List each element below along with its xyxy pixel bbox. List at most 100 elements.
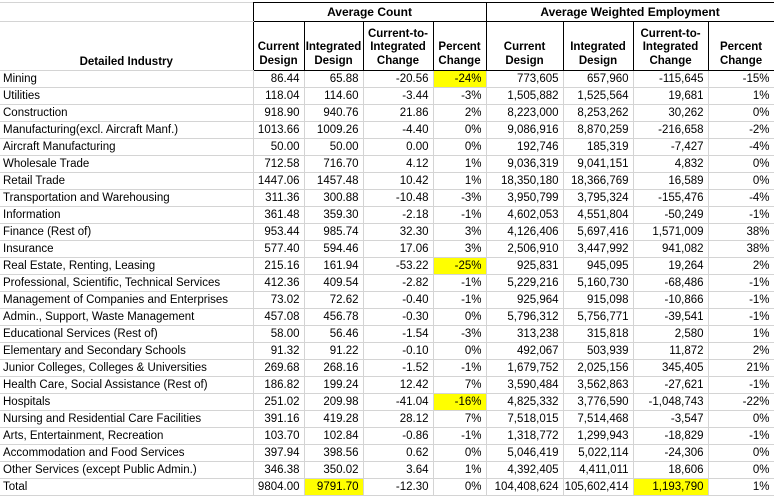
- value-cell[interactable]: 300.88: [303, 189, 364, 207]
- value-cell[interactable]: 2%: [707, 257, 774, 275]
- value-cell[interactable]: 1,505,882: [485, 87, 564, 105]
- value-cell[interactable]: 945,095: [562, 257, 634, 275]
- value-cell[interactable]: 925,831: [485, 257, 564, 275]
- industry-cell[interactable]: Junior Colleges, Colleges & Universities: [0, 359, 254, 377]
- value-cell[interactable]: 102.84: [303, 427, 364, 445]
- industry-cell[interactable]: Professional, Scientific, Technical Serv…: [0, 274, 254, 292]
- value-cell[interactable]: 5,796,312: [485, 308, 564, 326]
- value-cell[interactable]: 1457.48: [303, 172, 364, 190]
- value-cell[interactable]: 5,022,114: [562, 444, 634, 462]
- value-cell[interactable]: 2%: [707, 342, 774, 360]
- highlighted-value-cell[interactable]: -16%: [432, 393, 487, 411]
- value-cell[interactable]: 11,872: [632, 342, 709, 360]
- value-cell[interactable]: 3.64: [362, 461, 434, 479]
- value-cell[interactable]: 419.28: [303, 410, 364, 428]
- value-cell[interactable]: -10,866: [632, 291, 709, 309]
- highlighted-value-cell[interactable]: -24%: [432, 70, 487, 88]
- value-cell[interactable]: 4,825,332: [485, 393, 564, 411]
- value-cell[interactable]: 345,405: [632, 359, 709, 377]
- value-cell[interactable]: -1%: [432, 291, 487, 309]
- value-cell[interactable]: -10.48: [362, 189, 434, 207]
- value-cell[interactable]: 0%: [707, 410, 774, 428]
- value-cell[interactable]: -7,427: [632, 138, 709, 156]
- value-cell[interactable]: 315,818: [562, 325, 634, 343]
- value-cell[interactable]: 503,939: [562, 342, 634, 360]
- value-cell[interactable]: 28.12: [362, 410, 434, 428]
- value-cell[interactable]: 38%: [707, 223, 774, 241]
- value-cell[interactable]: -155,476: [632, 189, 709, 207]
- value-cell[interactable]: 5,229,216: [485, 274, 564, 292]
- value-cell[interactable]: 50.00: [252, 138, 305, 156]
- value-cell[interactable]: -1%: [707, 206, 774, 224]
- value-cell[interactable]: 953.44: [252, 223, 305, 241]
- value-cell[interactable]: -3%: [432, 189, 487, 207]
- value-cell[interactable]: 3,776,590: [562, 393, 634, 411]
- value-cell[interactable]: 268.16: [303, 359, 364, 377]
- value-cell[interactable]: -15%: [707, 70, 774, 88]
- value-cell[interactable]: 1,318,772: [485, 427, 564, 445]
- value-cell[interactable]: 361.48: [252, 206, 305, 224]
- value-cell[interactable]: 4,832: [632, 155, 709, 173]
- industry-cell[interactable]: Wholesale Trade: [0, 155, 254, 173]
- value-cell[interactable]: -1,048,743: [632, 393, 709, 411]
- value-cell[interactable]: 4,126,406: [485, 223, 564, 241]
- value-cell[interactable]: -27,621: [632, 376, 709, 394]
- value-cell[interactable]: -2.82: [362, 274, 434, 292]
- value-cell[interactable]: -3%: [432, 325, 487, 343]
- value-cell[interactable]: 657,960: [562, 70, 634, 88]
- value-cell[interactable]: 0%: [432, 138, 487, 156]
- industry-cell[interactable]: Mining: [0, 70, 254, 88]
- value-cell[interactable]: 925,964: [485, 291, 564, 309]
- value-cell[interactable]: 915,098: [562, 291, 634, 309]
- industry-cell[interactable]: Admin., Support, Waste Management: [0, 308, 254, 326]
- value-cell[interactable]: 9804.00: [252, 478, 305, 496]
- value-cell[interactable]: 0%: [432, 342, 487, 360]
- value-cell[interactable]: 577.40: [252, 240, 305, 258]
- value-cell[interactable]: 3,447,992: [562, 240, 634, 258]
- value-cell[interactable]: 21%: [707, 359, 774, 377]
- value-cell[interactable]: 17.06: [362, 240, 434, 258]
- value-cell[interactable]: 3%: [432, 223, 487, 241]
- value-cell[interactable]: 32.30: [362, 223, 434, 241]
- column-header-employment-current-design[interactable]: Current Design: [485, 21, 564, 71]
- value-cell[interactable]: -4%: [707, 189, 774, 207]
- value-cell[interactable]: 251.02: [252, 393, 305, 411]
- value-cell[interactable]: 9,041,151: [562, 155, 634, 173]
- value-cell[interactable]: -1%: [707, 291, 774, 309]
- column-header-employment-change[interactable]: Current-to- Integrated Change: [632, 21, 709, 71]
- value-cell[interactable]: 18,606: [632, 461, 709, 479]
- value-cell[interactable]: 18,350,180: [485, 172, 564, 190]
- value-cell[interactable]: 2,025,156: [562, 359, 634, 377]
- value-cell[interactable]: 3%: [432, 240, 487, 258]
- value-cell[interactable]: 0%: [707, 444, 774, 462]
- value-cell[interactable]: -2%: [707, 121, 774, 139]
- value-cell[interactable]: -41.04: [362, 393, 434, 411]
- value-cell[interactable]: 192,746: [485, 138, 564, 156]
- value-cell[interactable]: 65.88: [303, 70, 364, 88]
- industry-cell[interactable]: Accommodation and Food Services: [0, 444, 254, 462]
- value-cell[interactable]: -1%: [432, 359, 487, 377]
- value-cell[interactable]: 4.12: [362, 155, 434, 173]
- value-cell[interactable]: 5,756,771: [562, 308, 634, 326]
- value-cell[interactable]: 199.24: [303, 376, 364, 394]
- value-cell[interactable]: 3,950,799: [485, 189, 564, 207]
- value-cell[interactable]: -53.22: [362, 257, 434, 275]
- industry-cell[interactable]: Retail Trade: [0, 172, 254, 190]
- value-cell[interactable]: 4,602,053: [485, 206, 564, 224]
- value-cell[interactable]: -3,547: [632, 410, 709, 428]
- value-cell[interactable]: 1%: [432, 172, 487, 190]
- value-cell[interactable]: 50.00: [303, 138, 364, 156]
- industry-cell[interactable]: Construction: [0, 104, 254, 122]
- value-cell[interactable]: 0%: [707, 155, 774, 173]
- value-cell[interactable]: -0.40: [362, 291, 434, 309]
- value-cell[interactable]: 5,046,419: [485, 444, 564, 462]
- industry-cell[interactable]: Finance (Rest of): [0, 223, 254, 241]
- value-cell[interactable]: 0.62: [362, 444, 434, 462]
- value-cell[interactable]: 118.04: [252, 87, 305, 105]
- value-cell[interactable]: 594.46: [303, 240, 364, 258]
- value-cell[interactable]: 19,264: [632, 257, 709, 275]
- value-cell[interactable]: 56.46: [303, 325, 364, 343]
- value-cell[interactable]: -24,306: [632, 444, 709, 462]
- value-cell[interactable]: 0.00: [362, 138, 434, 156]
- value-cell[interactable]: -4%: [707, 138, 774, 156]
